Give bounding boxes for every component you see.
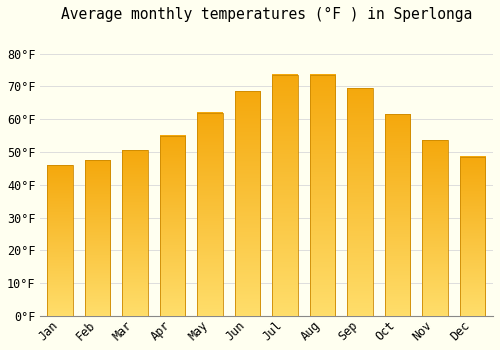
Bar [198,113,223,316]
Bar [272,75,298,316]
Bar [460,157,485,316]
Title: Average monthly temperatures (°F ) in Sperlonga: Average monthly temperatures (°F ) in Sp… [60,7,472,22]
Bar [85,160,110,316]
Bar [422,140,448,316]
Bar [310,75,336,316]
Bar [48,165,73,316]
Bar [348,88,373,316]
Bar [235,91,260,316]
Bar [385,114,410,316]
Bar [160,135,186,316]
Bar [122,150,148,316]
